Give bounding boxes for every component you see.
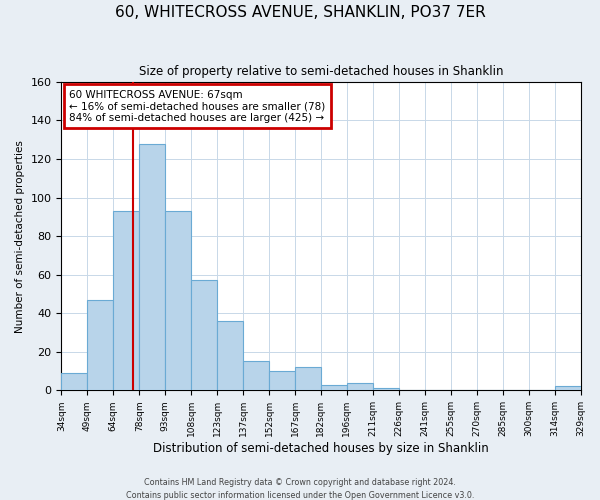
Bar — [191, 280, 217, 390]
Bar — [269, 371, 295, 390]
Text: 60, WHITECROSS AVENUE, SHANKLIN, PO37 7ER: 60, WHITECROSS AVENUE, SHANKLIN, PO37 7E… — [115, 5, 485, 20]
Bar — [373, 388, 399, 390]
Title: Size of property relative to semi-detached houses in Shanklin: Size of property relative to semi-detach… — [139, 65, 503, 78]
Bar — [61, 373, 88, 390]
Text: 60 WHITECROSS AVENUE: 67sqm
← 16% of semi-detached houses are smaller (78)
84% o: 60 WHITECROSS AVENUE: 67sqm ← 16% of sem… — [69, 90, 325, 123]
Y-axis label: Number of semi-detached properties: Number of semi-detached properties — [15, 140, 25, 332]
Text: Contains HM Land Registry data © Crown copyright and database right 2024.
Contai: Contains HM Land Registry data © Crown c… — [126, 478, 474, 500]
Bar — [165, 211, 191, 390]
X-axis label: Distribution of semi-detached houses by size in Shanklin: Distribution of semi-detached houses by … — [153, 442, 489, 455]
Bar — [88, 300, 113, 390]
Bar — [113, 211, 139, 390]
Bar — [295, 367, 321, 390]
Bar — [139, 144, 165, 390]
Bar — [217, 321, 243, 390]
Bar — [554, 386, 581, 390]
Bar — [347, 382, 373, 390]
Bar — [321, 384, 347, 390]
Bar — [243, 362, 269, 390]
